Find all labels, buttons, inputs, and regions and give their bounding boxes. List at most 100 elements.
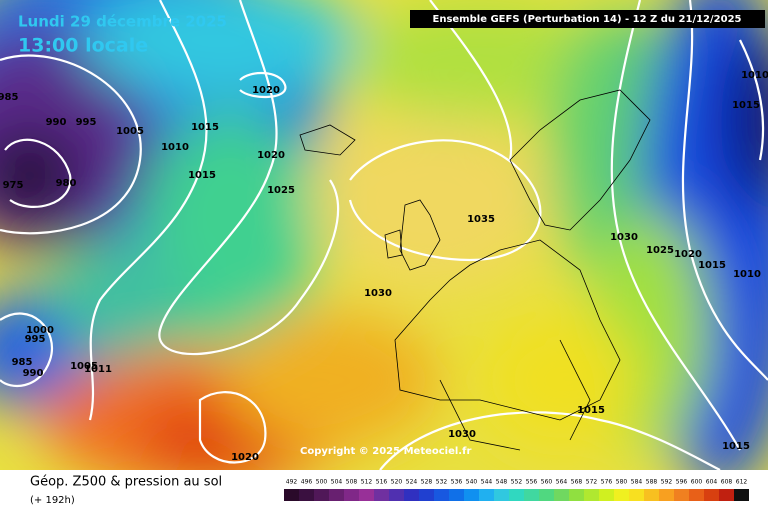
scale-label: 496 — [301, 479, 313, 486]
scale-label: 508 — [346, 479, 358, 486]
isobar-label: 1010 — [161, 142, 189, 153]
scale-swatch — [329, 489, 344, 501]
scale-swatch — [584, 489, 599, 501]
isobar-label: 980 — [56, 178, 77, 189]
isobar-label: 1005 — [116, 126, 144, 137]
isobar-label: 1011 — [84, 364, 112, 375]
scale-label: 596 — [676, 479, 688, 486]
scale-swatch — [494, 489, 509, 501]
scale-label: 528 — [421, 479, 433, 486]
scale-label: 612 — [736, 479, 748, 486]
scale-swatch — [359, 489, 374, 501]
scale-label: 516 — [376, 479, 388, 486]
scale-label: 512 — [361, 479, 373, 486]
isobar-label: 1015 — [188, 170, 216, 181]
isobar-label: 1020 — [674, 249, 702, 260]
run-banner — [410, 10, 765, 28]
isobar-label: 990 — [46, 117, 67, 128]
isobar-label: 1015 — [698, 260, 726, 271]
isobar-label: 1015 — [722, 441, 750, 452]
scale-label: 552 — [511, 479, 523, 486]
scale-label: 572 — [586, 479, 598, 486]
scale-label: 576 — [601, 479, 613, 486]
scale-label: 560 — [541, 479, 553, 486]
scale-swatch — [344, 489, 359, 501]
isobar-label: 1025 — [646, 245, 674, 256]
scale-swatch — [434, 489, 449, 501]
scale-swatch — [539, 489, 554, 501]
scale-swatch — [659, 489, 674, 501]
isobar-label: 1010 — [741, 70, 768, 81]
scale-label: 500 — [316, 479, 328, 486]
scale-swatch — [524, 489, 539, 501]
scale-label: 540 — [466, 479, 478, 486]
scale-label: 504 — [331, 479, 343, 486]
scale-swatch — [284, 489, 299, 501]
isobar-label: 1025 — [267, 185, 295, 196]
scale-label: 584 — [631, 479, 643, 486]
scale-swatch — [614, 489, 629, 501]
scale-label: 548 — [496, 479, 508, 486]
scale-label: 536 — [451, 479, 463, 486]
isobar-label: 1015 — [732, 100, 760, 111]
isobar-label: 1015 — [191, 122, 219, 133]
isobar-label: 1000 — [26, 325, 54, 336]
scale-label: 564 — [556, 479, 568, 486]
scale-label: 532 — [436, 479, 448, 486]
scale-swatch — [734, 489, 749, 501]
scale-swatch — [674, 489, 689, 501]
scale-label: 568 — [571, 479, 583, 486]
isobar-label: 1020 — [231, 452, 259, 463]
scale-label: 600 — [691, 479, 703, 486]
scale-swatch — [479, 489, 494, 501]
isobar-label: 1020 — [257, 150, 285, 161]
isobar-label: 990 — [23, 368, 44, 379]
scale-swatch — [509, 489, 524, 501]
isobar-label: 1020 — [252, 85, 280, 96]
isobar-label: 1005 — [70, 361, 98, 372]
copyright: Copyright © 2025 Meteociel.fr — [300, 446, 471, 457]
scale-label: 580 — [616, 479, 628, 486]
isobar-label: 1035 — [467, 214, 495, 225]
scale-swatch — [404, 489, 419, 501]
scale-label: 588 — [646, 479, 658, 486]
footer-lead: (+ 192h) — [30, 495, 75, 506]
isobar-label: 995 — [76, 117, 97, 128]
scale-label: 520 — [391, 479, 403, 486]
isobar-label: 1015 — [577, 405, 605, 416]
scale-swatch — [449, 489, 464, 501]
run-info: Ensemble GEFS (Perturbation 14) - 12 Z d… — [433, 14, 742, 25]
date: Lundi 29 décembre 2025 — [18, 13, 227, 31]
scale-swatch — [644, 489, 659, 501]
isobar-label: 1010 — [733, 269, 761, 280]
scale-swatch — [314, 489, 329, 501]
scale-label: 604 — [706, 479, 718, 486]
isobar-label: 1030 — [364, 288, 392, 299]
scale-swatch — [689, 489, 704, 501]
scale-swatch — [719, 489, 734, 501]
scale-swatch — [464, 489, 479, 501]
color-scale: 492 496 500 504 508 512 516 520 524 528 532 536 540 5… — [284, 479, 749, 501]
geopotential-field — [0, 0, 768, 470]
isobar-label: 985 — [0, 92, 18, 103]
isobar-label: 1030 — [610, 232, 638, 243]
scale-swatch — [554, 489, 569, 501]
scale-label: 608 — [721, 479, 733, 486]
local-time: 13:00 locale — [18, 35, 148, 57]
footer-title: Géop. Z500 & pression au sol — [30, 475, 222, 490]
scale-swatch — [599, 489, 614, 501]
scale-label: 544 — [481, 479, 493, 486]
scale-swatch — [374, 489, 389, 501]
scale-swatch — [389, 489, 404, 501]
isobar-label: 985 — [12, 357, 33, 368]
scale-swatch — [704, 489, 719, 501]
isobar-label: 995 — [25, 334, 46, 345]
scale-label: 492 — [286, 479, 298, 486]
scale-swatch — [569, 489, 584, 501]
scale-swatch — [299, 489, 314, 501]
scale-swatch — [629, 489, 644, 501]
scale-swatch — [419, 489, 434, 501]
isobar-label: 1030 — [448, 429, 476, 440]
